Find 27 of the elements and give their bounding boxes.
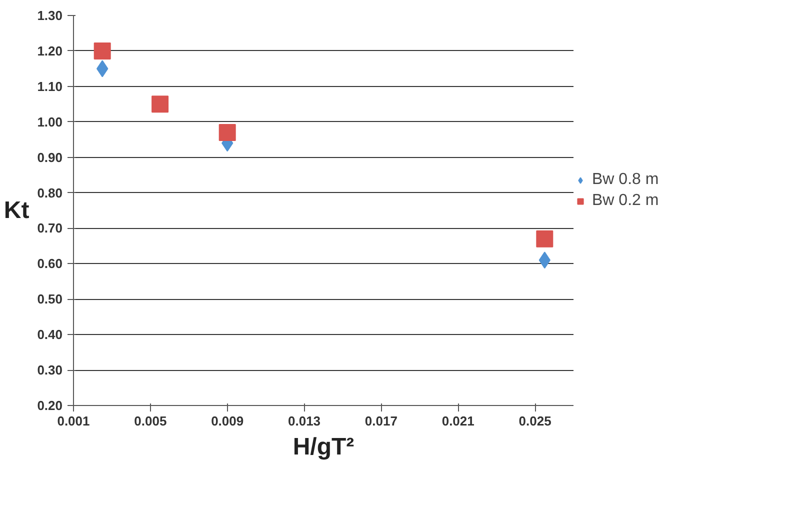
y-tick-label: 0.50 [37,292,63,307]
x-tick-label: 0.013 [288,414,321,428]
legend-label: Bw 0.2 m [592,192,659,210]
x-tick-label: 0.001 [57,414,90,428]
point [218,124,236,141]
x-axis-title: H/gT² [292,434,354,460]
y-tick-label: 1.20 [37,43,63,58]
y-tick-label: 0.60 [37,256,63,272]
x-tick-label: 0.025 [518,414,552,428]
y-tick-label: 0.90 [37,150,63,165]
y-tick-label: 0.80 [37,185,63,200]
y-axis-title: Kt [4,197,30,224]
x-tick-label: 0.005 [134,414,167,428]
point [152,96,169,113]
point [94,42,111,60]
y-tick-label: 0.70 [37,220,63,236]
y-tick-label: 1.00 [37,114,63,130]
y-tick-label: 1.30 [37,8,63,23]
x-tick-label: 0.009 [211,414,244,428]
x-tick-label: 0.017 [364,414,398,428]
y-tick-label: 0.30 [37,362,63,378]
y-tick-label: 0.20 [37,398,63,413]
point [536,230,554,248]
y-tick-label: 1.10 [37,78,63,94]
legend-label: Bw 0.8 m [592,171,659,189]
y-tick-label: 0.40 [37,327,63,342]
x-tick-label: 0.021 [442,414,474,428]
